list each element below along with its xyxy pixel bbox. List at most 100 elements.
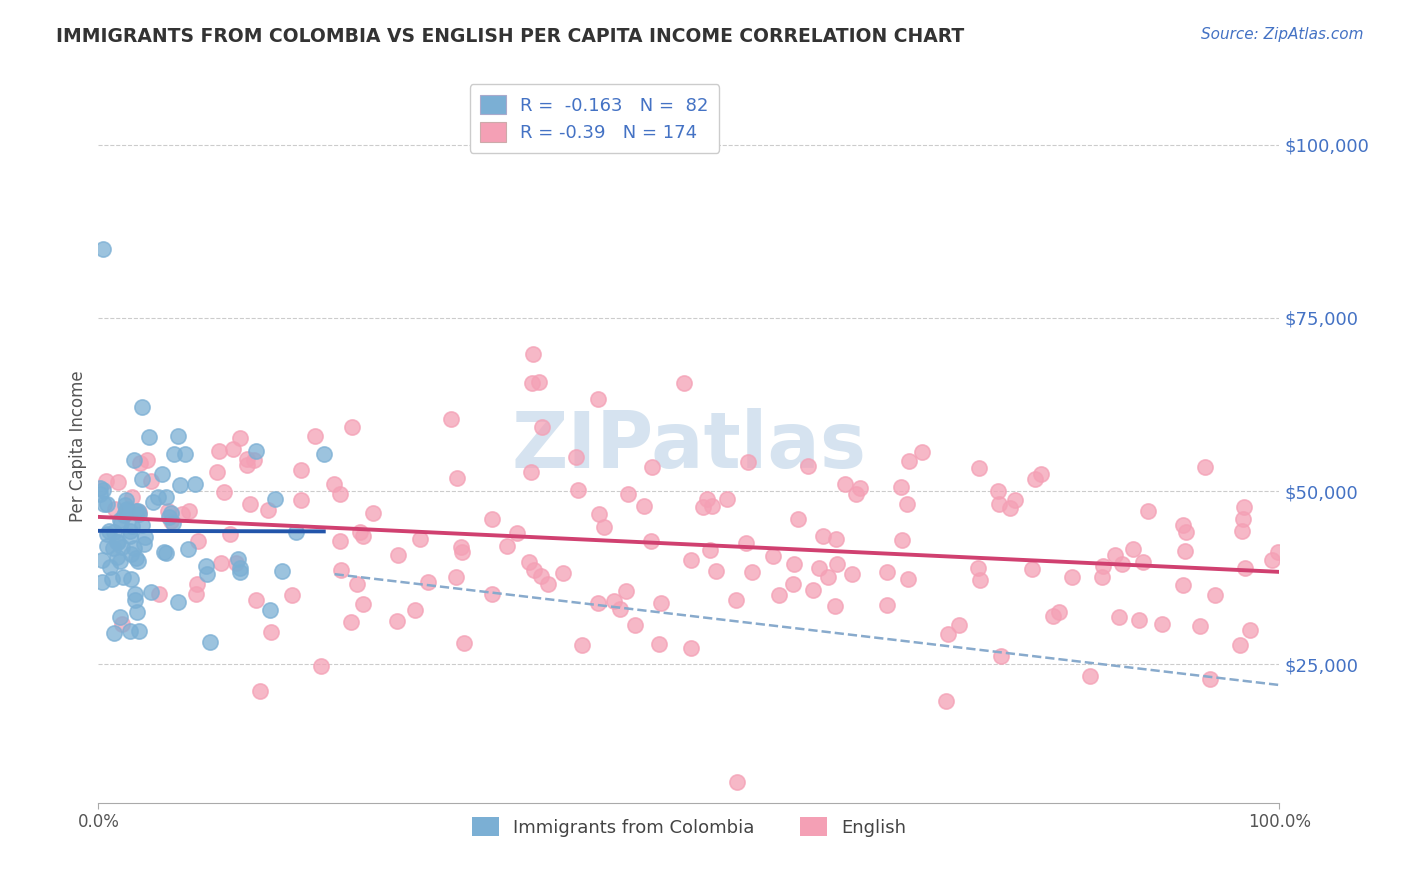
Point xyxy=(702,499,724,513)
Point xyxy=(696,492,718,507)
Legend: Immigrants from Colombia, English: Immigrants from Colombia, English xyxy=(464,810,914,844)
Point xyxy=(148,587,170,601)
Point xyxy=(264,491,287,506)
Point xyxy=(93,497,115,511)
Point xyxy=(876,565,898,579)
Point xyxy=(101,572,124,586)
Point xyxy=(692,500,714,514)
Point xyxy=(648,637,671,651)
Point xyxy=(243,453,266,467)
Point xyxy=(640,459,662,474)
Point xyxy=(312,447,335,461)
Point xyxy=(349,524,371,539)
Point xyxy=(640,534,662,549)
Point xyxy=(115,503,138,517)
Point xyxy=(104,501,127,516)
Point xyxy=(762,549,785,563)
Point xyxy=(124,587,146,601)
Point xyxy=(160,514,183,528)
Point xyxy=(530,569,553,583)
Point xyxy=(346,576,368,591)
Point xyxy=(1204,588,1226,602)
Point xyxy=(609,602,631,616)
Point xyxy=(115,501,138,516)
Point xyxy=(209,556,232,570)
Point xyxy=(897,454,920,468)
Point xyxy=(285,524,308,539)
Point xyxy=(329,486,352,500)
Point xyxy=(387,548,409,562)
Point xyxy=(681,641,703,656)
Point xyxy=(679,552,702,566)
Point xyxy=(896,496,918,510)
Point xyxy=(225,556,247,570)
Point xyxy=(96,474,118,488)
Point xyxy=(114,493,136,508)
Point xyxy=(990,648,1012,663)
Point xyxy=(132,537,155,551)
Point xyxy=(150,467,173,482)
Point xyxy=(1047,605,1070,619)
Point xyxy=(101,541,124,555)
Point xyxy=(198,635,221,649)
Point xyxy=(522,347,544,361)
Point xyxy=(146,491,169,505)
Point xyxy=(290,492,312,507)
Point xyxy=(187,533,209,548)
Point xyxy=(624,617,647,632)
Point xyxy=(194,558,217,573)
Point xyxy=(257,502,280,516)
Point xyxy=(112,570,135,584)
Point xyxy=(1108,610,1130,624)
Point xyxy=(155,546,177,560)
Point xyxy=(89,487,111,501)
Point xyxy=(91,483,114,498)
Point xyxy=(124,551,146,566)
Point xyxy=(1091,570,1114,584)
Point xyxy=(1175,525,1198,540)
Point xyxy=(162,516,184,530)
Point xyxy=(1092,558,1115,573)
Point xyxy=(1232,524,1254,538)
Point xyxy=(825,558,848,572)
Point xyxy=(807,561,830,575)
Point xyxy=(948,618,970,632)
Point xyxy=(897,573,920,587)
Point xyxy=(142,495,165,509)
Point xyxy=(91,575,114,590)
Point xyxy=(110,513,132,527)
Point xyxy=(128,507,150,521)
Point xyxy=(96,527,118,541)
Point xyxy=(1111,558,1133,572)
Point xyxy=(1239,624,1261,638)
Point xyxy=(290,463,312,477)
Point xyxy=(409,532,432,546)
Point xyxy=(239,496,262,510)
Point xyxy=(245,443,267,458)
Point xyxy=(848,482,870,496)
Point xyxy=(834,477,856,491)
Point xyxy=(361,506,384,520)
Point xyxy=(91,242,114,256)
Point xyxy=(1194,459,1216,474)
Point xyxy=(229,431,252,445)
Point xyxy=(103,626,125,640)
Point xyxy=(124,593,146,607)
Point xyxy=(1031,467,1053,481)
Point xyxy=(603,594,626,608)
Point xyxy=(1188,619,1211,633)
Point xyxy=(725,775,748,789)
Point xyxy=(229,566,252,580)
Point xyxy=(125,605,148,619)
Point xyxy=(122,453,145,467)
Point xyxy=(120,572,142,586)
Point xyxy=(103,525,125,540)
Point xyxy=(553,566,575,581)
Point xyxy=(453,636,475,650)
Point xyxy=(935,694,957,708)
Point xyxy=(1174,544,1197,558)
Point xyxy=(1078,669,1101,683)
Point xyxy=(167,429,190,443)
Point xyxy=(969,573,991,587)
Point xyxy=(236,458,259,473)
